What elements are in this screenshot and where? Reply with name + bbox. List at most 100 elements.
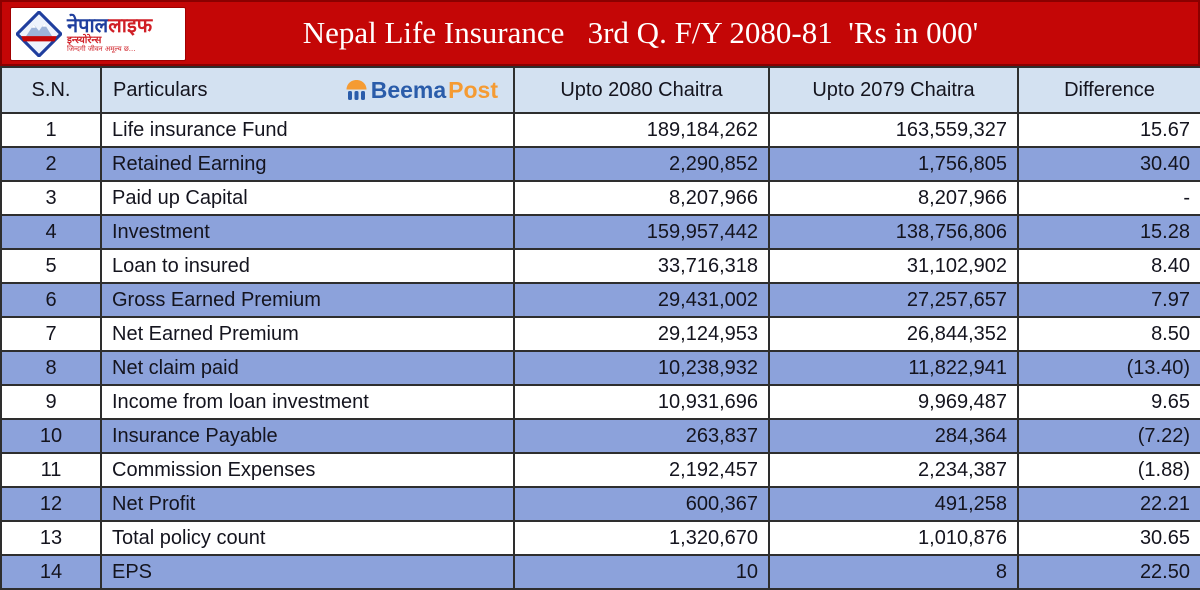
table-row: 1 Life insurance Fund 189,184,262 163,559,3… xyxy=(0,112,1200,148)
beemapost-beema: Beema xyxy=(370,76,447,103)
cell-sn: 13 xyxy=(0,520,102,556)
nepal-life-logo: नेपाललाइफ इन्स्योरेन्स जिन्दगी जीवन अमूल… xyxy=(10,7,186,61)
table-body: 1 Life insurance Fund 189,184,262 163,559,3… xyxy=(0,112,1200,590)
cell-difference: (1.88) xyxy=(1017,452,1200,488)
cell-upto-2079: 1,010,876 xyxy=(768,520,1019,556)
cell-upto-2080: 600,367 xyxy=(513,486,770,522)
column-header-particulars: Particulars Beema Post xyxy=(100,66,515,114)
cell-difference: 30.40 xyxy=(1017,146,1200,182)
cell-sn: 1 xyxy=(0,112,102,148)
cell-upto-2079: 284,364 xyxy=(768,418,1019,454)
cell-difference: 7.97 xyxy=(1017,282,1200,318)
cell-upto-2080: 10,931,696 xyxy=(513,384,770,420)
cell-upto-2079: 9,969,487 xyxy=(768,384,1019,420)
cell-difference: 8.50 xyxy=(1017,316,1200,352)
cell-upto-2080: 10 xyxy=(513,554,770,590)
nepal-life-emblem-icon xyxy=(16,11,62,57)
cell-upto-2079: 2,234,387 xyxy=(768,452,1019,488)
cell-particular: Investment xyxy=(100,214,515,250)
cell-upto-2079: 31,102,902 xyxy=(768,248,1019,284)
umbrella-icon xyxy=(346,80,367,100)
cell-upto-2079: 1,756,805 xyxy=(768,146,1019,182)
table-row: 6 Gross Earned Premium 29,431,002 27,257,65… xyxy=(0,282,1200,318)
table-row: 8 Net claim paid 10,238,932 11,822,941 (13.4… xyxy=(0,350,1200,386)
cell-particular: Net Profit xyxy=(100,486,515,522)
cell-upto-2080: 8,207,966 xyxy=(513,180,770,216)
table-row: 14 EPS 10 8 22.50 xyxy=(0,554,1200,590)
cell-upto-2080: 2,290,852 xyxy=(513,146,770,182)
table-row: 2 Retained Earning 2,290,852 1,756,805 30.40 xyxy=(0,146,1200,182)
cell-upto-2080: 33,716,318 xyxy=(513,248,770,284)
table-header: S.N. Particulars Beema Post Upto xyxy=(0,66,1200,114)
cell-particular: Net claim paid xyxy=(100,350,515,386)
cell-particular: EPS xyxy=(100,554,515,590)
table-row: 10 Insurance Payable 263,837 284,364 (7.22) xyxy=(0,418,1200,454)
cell-difference: (13.40) xyxy=(1017,350,1200,386)
cell-upto-2079: 8,207,966 xyxy=(768,180,1019,216)
financials-table: S.N. Particulars Beema Post Upto xyxy=(0,66,1200,590)
cell-upto-2080: 159,957,442 xyxy=(513,214,770,250)
cell-difference: 15.28 xyxy=(1017,214,1200,250)
table-row: 7 Net Earned Premium 29,124,953 26,844,352 8… xyxy=(0,316,1200,352)
header-row: S.N. Particulars Beema Post Upto xyxy=(0,66,1200,114)
cell-particular: Paid up Capital xyxy=(100,180,515,216)
cell-upto-2080: 10,238,932 xyxy=(513,350,770,386)
cell-particular: Gross Earned Premium xyxy=(100,282,515,318)
column-header-difference: Difference xyxy=(1017,66,1200,114)
beemapost-post: Post xyxy=(448,76,498,103)
cell-difference: 15.67 xyxy=(1017,112,1200,148)
cell-particular: Income from loan investment xyxy=(100,384,515,420)
cell-upto-2079: 27,257,657 xyxy=(768,282,1019,318)
cell-upto-2079: 11,822,941 xyxy=(768,350,1019,386)
brand-name-life: लाइफ xyxy=(108,13,153,38)
table-row: 11 Commission Expenses 2,192,457 2,234,387(… xyxy=(0,452,1200,488)
cell-sn: 14 xyxy=(0,554,102,590)
cell-sn: 4 xyxy=(0,214,102,250)
cell-particular: Insurance Payable xyxy=(100,418,515,454)
table-row: 4 Investment 159,957,442 138,756,806 15.28 xyxy=(0,214,1200,250)
cell-particular: Total policy count xyxy=(100,520,515,556)
cell-difference: 9.65 xyxy=(1017,384,1200,420)
cell-upto-2080: 1,320,670 xyxy=(513,520,770,556)
cell-difference: - xyxy=(1017,180,1200,216)
cell-particular: Loan to insured xyxy=(100,248,515,284)
cell-sn: 11 xyxy=(0,452,102,488)
cell-sn: 2 xyxy=(0,146,102,182)
cell-upto-2080: 29,431,002 xyxy=(513,282,770,318)
cell-sn: 10 xyxy=(0,418,102,454)
cell-upto-2079: 138,756,806 xyxy=(768,214,1019,250)
table-row: 13 Total policy count 1,320,670 1,010,876 30… xyxy=(0,520,1200,556)
cell-upto-2080: 263,837 xyxy=(513,418,770,454)
table-row: 3 Paid up Capital 8,207,966 8,207,966- xyxy=(0,180,1200,216)
cell-sn: 12 xyxy=(0,486,102,522)
brand-name-nepal: नेपाल xyxy=(67,13,109,38)
column-header-2079: Upto 2079 Chaitra xyxy=(768,66,1019,114)
cell-sn: 8 xyxy=(0,350,102,386)
cell-upto-2080: 2,192,457 xyxy=(513,452,770,488)
particulars-label: Particulars xyxy=(113,78,208,101)
column-header-sn: S.N. xyxy=(0,66,102,114)
cell-upto-2080: 189,184,262 xyxy=(513,112,770,148)
cell-upto-2080: 29,124,953 xyxy=(513,316,770,352)
beemapost-watermark: Beema Post xyxy=(344,77,498,104)
brand-name: नेपाललाइफ xyxy=(67,15,152,35)
cell-sn: 5 xyxy=(0,248,102,284)
brand-subtitle: इन्स्योरेन्स xyxy=(67,34,102,46)
cell-sn: 7 xyxy=(0,316,102,352)
cell-particular: Net Earned Premium xyxy=(100,316,515,352)
cell-difference: 22.21 xyxy=(1017,486,1200,522)
cell-upto-2079: 163,559,327 xyxy=(768,112,1019,148)
cell-sn: 9 xyxy=(0,384,102,420)
cell-difference: 22.50 xyxy=(1017,554,1200,590)
nepal-life-logo-text: नेपाललाइफ इन्स्योरेन्स जिन्दगी जीवन अमूल… xyxy=(67,15,152,53)
page-title: Nepal Life Insurance 3rd Q. F/Y 2080-81 … xyxy=(302,15,979,50)
table-row: 9 Income from loan investment 10,931,696 9,… xyxy=(0,384,1200,420)
title-banner: नेपाललाइफ इन्स्योरेन्स जिन्दगी जीवन अमूल… xyxy=(0,0,1200,66)
brand-slogan: जिन्दगी जीवन अमूल्य छ... xyxy=(67,44,136,53)
cell-particular: Retained Earning xyxy=(100,146,515,182)
cell-upto-2079: 8 xyxy=(768,554,1019,590)
cell-sn: 6 xyxy=(0,282,102,318)
cell-particular: Commission Expenses xyxy=(100,452,515,488)
cell-upto-2079: 26,844,352 xyxy=(768,316,1019,352)
table-row: 12 Net Profit 600,367 491,258 22.21 xyxy=(0,486,1200,522)
